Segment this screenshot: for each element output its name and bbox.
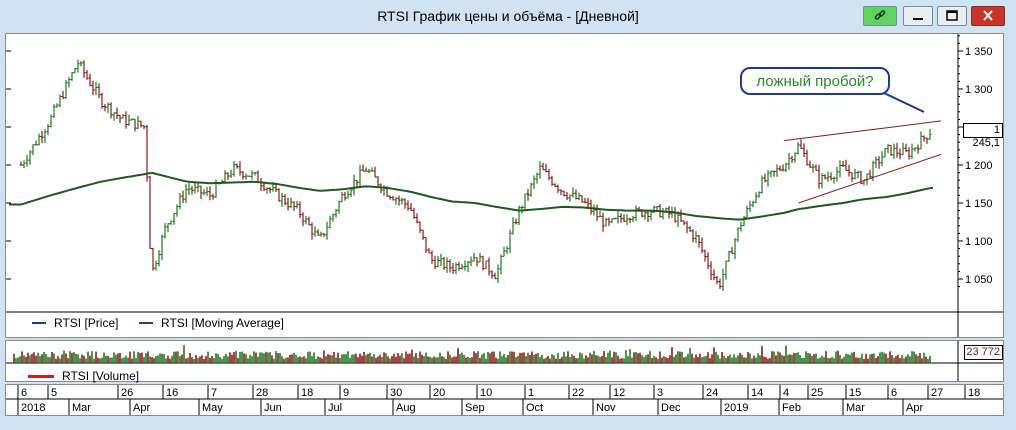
title-bar[interactable]: RTSI График цены и объёма - [Дневной]: [0, 0, 1016, 32]
close-icon[interactable]: [971, 6, 1005, 26]
day-label: 12: [613, 387, 625, 399]
link-icon[interactable]: [863, 6, 897, 26]
month-label: Feb: [782, 402, 801, 414]
y-tick-label: 1 100: [965, 236, 993, 248]
day-label: 14: [751, 387, 763, 399]
month-label: Nov: [596, 402, 616, 414]
month-label: Apr: [906, 402, 923, 414]
upper-trend-line: [783, 120, 942, 142]
day-label: 9: [343, 387, 349, 399]
time-axis-svg: 6 5 26 16 7 28 18 9 30 20 10 1 22 12 3 24 14 4 25 15 6 27 18 20…: [6, 385, 1003, 415]
day-label: 25: [811, 387, 823, 399]
volume-chart: [6, 341, 1003, 381]
month-label: Mar: [846, 402, 865, 414]
day-label: 27: [931, 387, 943, 399]
day-label: 28: [256, 387, 268, 399]
month-label: Aug: [396, 402, 416, 414]
day-label: 24: [706, 387, 718, 399]
moving-average-line: [9, 171, 934, 221]
minimize-icon[interactable]: [903, 6, 933, 26]
month-label: Mar: [72, 402, 91, 414]
annotation-callout: ложный пробой?: [740, 67, 890, 95]
day-label: 6: [21, 387, 27, 399]
day-label: 1: [528, 387, 534, 399]
day-label: 4: [783, 387, 789, 399]
annotation-pointer: [883, 92, 925, 113]
month-label: 2018: [21, 402, 45, 414]
ma-legend-swatch: [139, 322, 153, 324]
day-label: 7: [211, 387, 217, 399]
y-tick-label: 1 050: [965, 274, 993, 286]
volume-bars: [13, 345, 931, 363]
month-label: Apr: [133, 402, 150, 414]
ma-legend-label: RTSI [Moving Average]: [161, 316, 284, 330]
day-label: 3: [657, 387, 663, 399]
day-label: 16: [166, 387, 178, 399]
day-label: 20: [433, 387, 445, 399]
day-label: 22: [572, 387, 584, 399]
price-legend-swatch: [32, 322, 46, 324]
month-label: Oct: [526, 402, 543, 414]
volume-panel: RTSI [Volume] 23 772: [5, 340, 1004, 383]
month-label: 2019: [724, 402, 748, 414]
annotation-text: ложный пробой?: [756, 73, 874, 90]
time-axis: 6 5 26 16 7 28 18 9 30 20 10 1 22 12 3 24 14 4 25 15 6 27 18 20…: [5, 384, 1004, 416]
day-label: 15: [849, 387, 861, 399]
month-label: Dec: [661, 402, 681, 414]
day-label: 10: [480, 387, 492, 399]
month-label: May: [202, 402, 223, 414]
day-label: 30: [390, 387, 402, 399]
price-candles: [19, 59, 932, 291]
day-label: 5: [51, 387, 57, 399]
maximize-icon[interactable]: [937, 6, 967, 26]
month-label: Jul: [328, 402, 342, 414]
y-tick-label: 1 150: [965, 198, 993, 210]
y-tick-label: 1 200: [965, 160, 993, 172]
day-label: 26: [121, 387, 133, 399]
day-label: 18: [301, 387, 313, 399]
window-title: RTSI График цены и объёма - [Дневной]: [377, 8, 639, 24]
day-label: 18: [968, 387, 980, 399]
current-price-box: 1 245,1: [963, 123, 1003, 149]
current-volume-box: 23 772: [964, 345, 1003, 360]
price-legend-label: RTSI [Price]: [54, 316, 119, 330]
y-tick-label: 1 300: [965, 84, 993, 96]
volume-legend-label: RTSI [Volume]: [62, 369, 140, 383]
month-label: Jun: [264, 402, 282, 414]
lower-trend-line: [798, 153, 942, 204]
y-tick-label: 1 350: [965, 46, 993, 58]
day-label: 6: [891, 387, 897, 399]
month-label: Sep: [465, 402, 485, 414]
volume-legend-swatch: [28, 375, 54, 378]
